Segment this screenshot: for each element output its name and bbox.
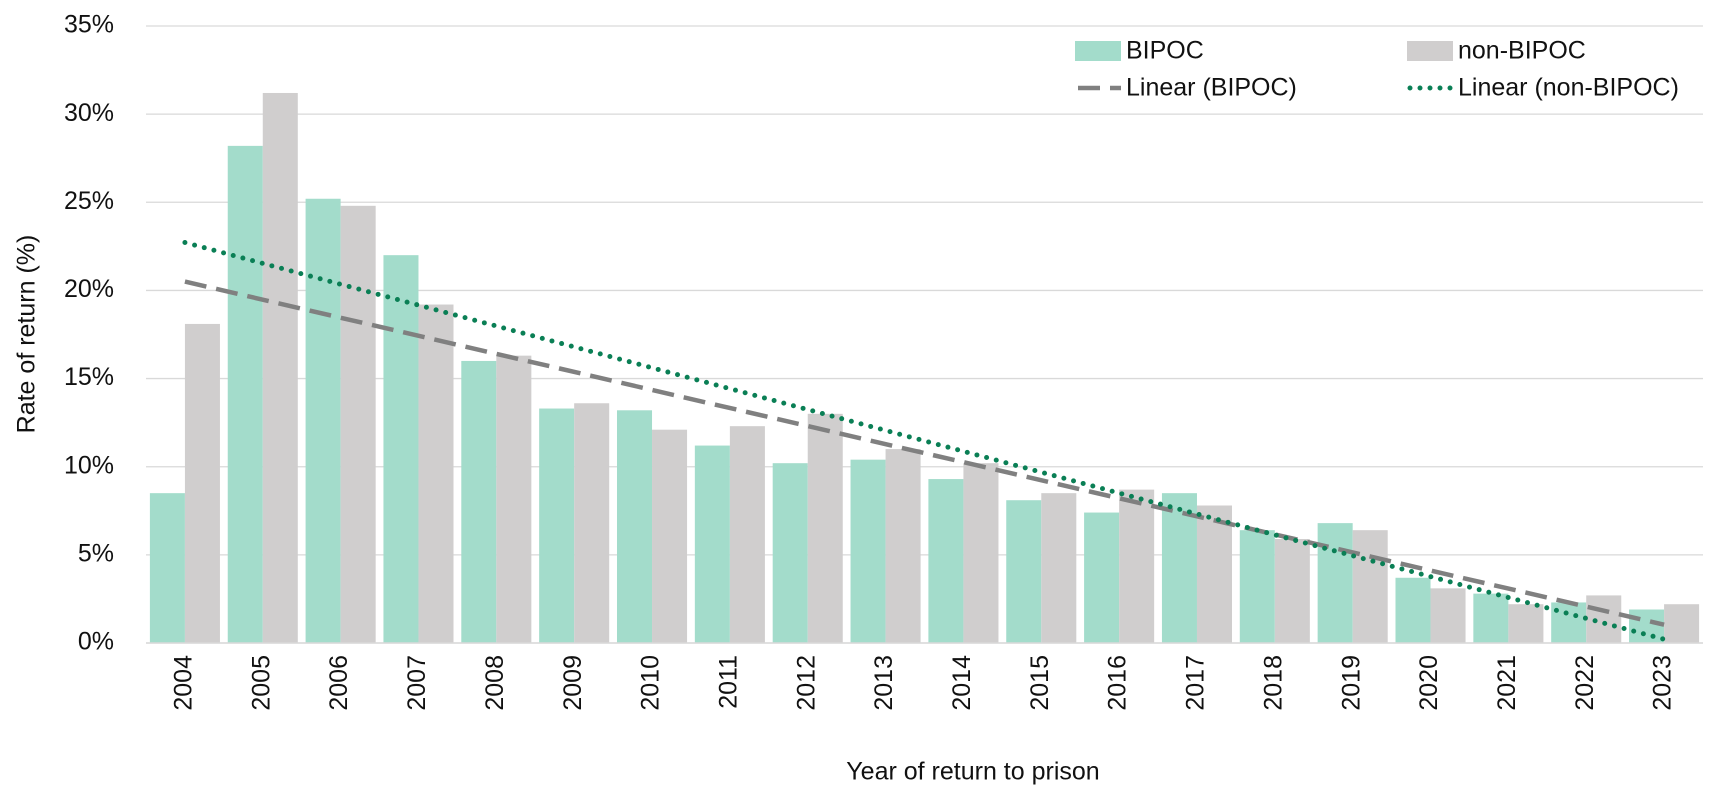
bar [616,410,653,643]
bar [1586,595,1622,643]
x-tick-label: 2008 [481,655,509,711]
y-tick-label: 5% [78,539,114,567]
bar [928,479,964,643]
bar [539,408,575,643]
bar [1352,530,1388,643]
bar [149,493,185,643]
x-tick-label: 2006 [325,655,353,711]
x-tick-label: 2013 [870,655,898,711]
x-tick-label: 2017 [1182,655,1210,711]
bar [963,463,999,643]
x-tick-label: 2016 [1104,655,1132,711]
bar [1119,489,1155,643]
bar [694,445,730,643]
x-tick-label: 2023 [1649,655,1677,711]
x-tick-label: 2009 [559,655,587,711]
x-tick-label: 2019 [1337,655,1365,711]
y-tick-label: 30% [64,99,114,127]
bar [1473,593,1509,643]
y-tick-label: 25% [64,187,114,215]
legend-label: Linear (non-BIPOC) [1458,74,1679,102]
y-tick-label: 10% [64,451,114,479]
x-tick-label: 2014 [948,655,976,711]
x-tick-label: 2005 [247,655,275,711]
x-tick-label: 2015 [1026,655,1054,711]
legend-label: non-BIPOC [1458,37,1586,65]
x-tick-label: 2007 [403,655,431,711]
bar [574,403,610,643]
bar [1084,512,1120,643]
trendline [184,279,1665,627]
bar [1239,530,1275,643]
bar [729,426,765,643]
bar [227,145,263,644]
y-tick-label: 15% [64,363,114,391]
bar [340,205,376,643]
x-tick-label: 2010 [637,655,665,711]
x-axis-title: Year of return to prison [846,758,1099,786]
bar [1395,577,1431,643]
bar [461,360,497,643]
bar [1664,604,1700,643]
y-tick-label: 0% [78,628,114,656]
x-tick-label: 2021 [1493,655,1521,711]
bar [1274,538,1310,643]
bar [1508,604,1544,643]
bar [807,413,843,643]
bar [850,459,886,643]
x-tick-label: 2004 [170,655,198,711]
bar [1041,493,1077,643]
bar [1161,493,1197,643]
x-tick-label: 2020 [1415,655,1443,711]
y-axis-title: Rate of return (%) [13,235,41,434]
bar [772,463,808,643]
bar [184,323,220,643]
bar [262,92,298,643]
bar [1196,505,1233,643]
legend-label: BIPOC [1126,37,1204,65]
bar [1006,500,1042,643]
bar [383,255,419,643]
y-tick-label: 35% [64,11,114,39]
x-tick-label: 2012 [792,655,820,711]
legend-label: Linear (BIPOC) [1126,74,1297,102]
y-tick-label: 20% [64,275,114,303]
legend-swatch [1075,41,1121,61]
bar [1629,609,1665,643]
bar [418,304,454,643]
x-tick-label: 2011 [714,655,742,709]
x-tick-label: 2022 [1571,655,1599,711]
bar [1317,523,1353,643]
legend-swatch [1407,41,1453,61]
bar [496,355,532,643]
bar [305,198,341,643]
x-tick-label: 2018 [1259,655,1287,711]
bar [885,449,921,643]
bar [1430,588,1466,643]
bar [652,429,688,643]
